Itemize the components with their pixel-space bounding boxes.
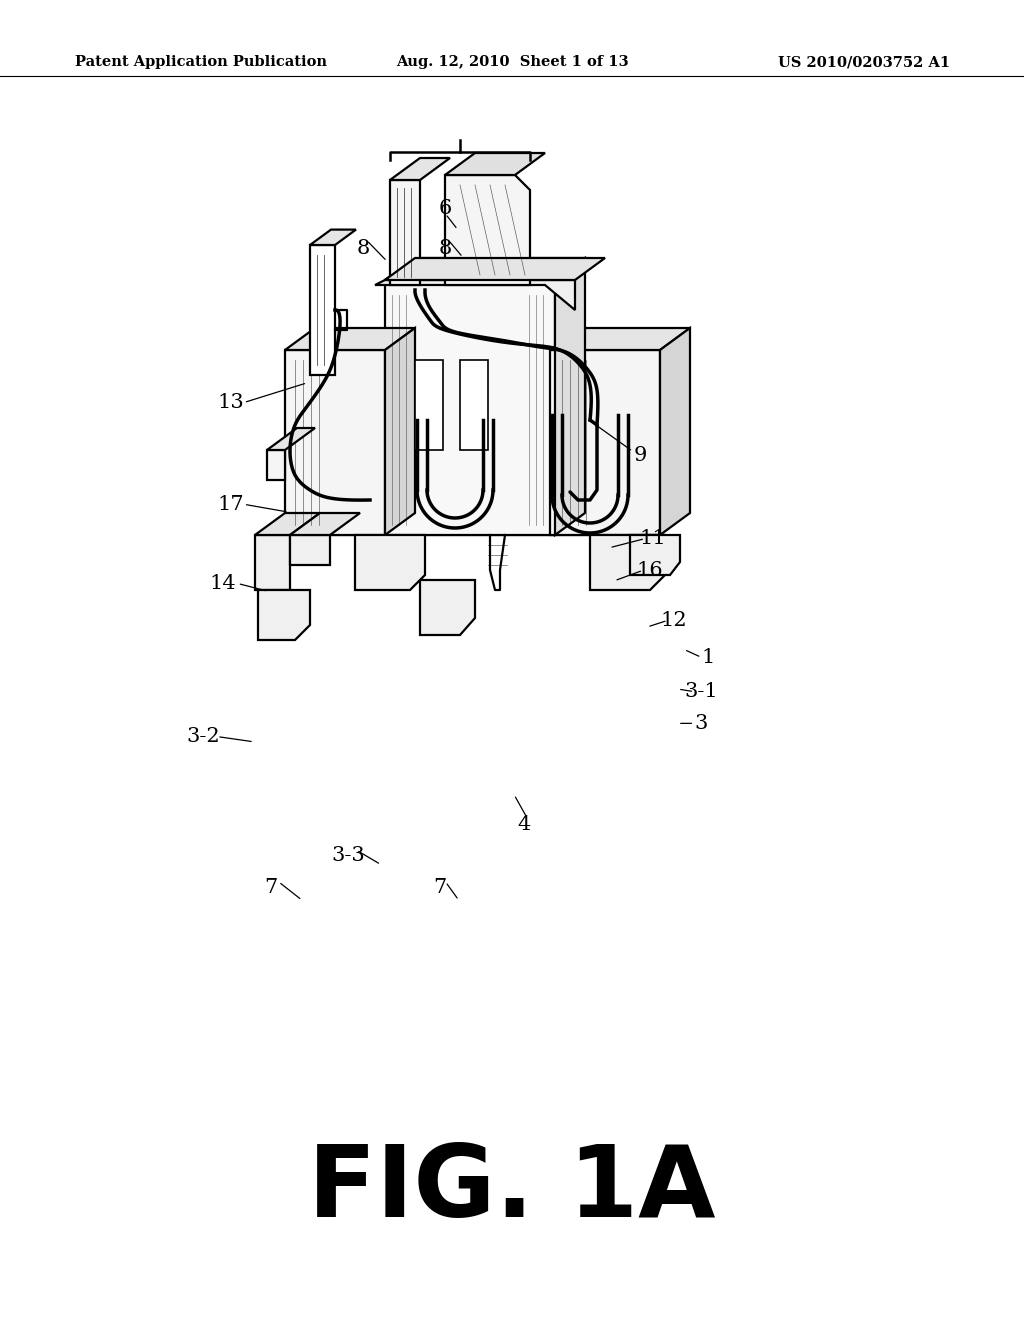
Text: 4: 4 <box>518 816 530 834</box>
Text: 16: 16 <box>637 561 664 579</box>
Polygon shape <box>290 513 360 535</box>
Text: 9: 9 <box>633 446 647 465</box>
Polygon shape <box>390 158 450 180</box>
Polygon shape <box>655 470 685 535</box>
Text: 12: 12 <box>660 611 687 630</box>
Polygon shape <box>385 280 555 535</box>
Polygon shape <box>310 246 335 375</box>
Polygon shape <box>355 535 425 590</box>
Text: 3-1: 3-1 <box>685 682 718 701</box>
Polygon shape <box>555 257 585 535</box>
Polygon shape <box>445 176 530 285</box>
Text: 13: 13 <box>217 393 244 412</box>
Text: 3: 3 <box>694 714 709 733</box>
Polygon shape <box>310 230 356 246</box>
Polygon shape <box>660 327 690 535</box>
Polygon shape <box>255 513 319 535</box>
Polygon shape <box>255 535 290 590</box>
Polygon shape <box>288 470 685 492</box>
Text: 14: 14 <box>210 574 237 593</box>
Text: 11: 11 <box>640 529 667 548</box>
Polygon shape <box>288 492 655 535</box>
Text: Aug. 12, 2010  Sheet 1 of 13: Aug. 12, 2010 Sheet 1 of 13 <box>395 55 629 69</box>
Polygon shape <box>390 180 420 285</box>
Polygon shape <box>420 579 475 635</box>
Polygon shape <box>267 450 285 480</box>
Polygon shape <box>385 327 415 535</box>
Text: 8: 8 <box>439 239 452 257</box>
Polygon shape <box>285 350 385 535</box>
Polygon shape <box>630 535 680 576</box>
Polygon shape <box>590 535 665 590</box>
Polygon shape <box>385 257 605 280</box>
Text: 6: 6 <box>439 199 452 218</box>
Polygon shape <box>550 350 660 535</box>
Text: US 2010/0203752 A1: US 2010/0203752 A1 <box>778 55 950 69</box>
Text: 7: 7 <box>434 878 446 896</box>
Text: 3-2: 3-2 <box>186 727 219 746</box>
Text: Patent Application Publication: Patent Application Publication <box>75 55 327 69</box>
Polygon shape <box>375 280 575 310</box>
Polygon shape <box>415 360 443 450</box>
Text: 8: 8 <box>357 239 370 257</box>
Polygon shape <box>258 590 310 640</box>
Text: 3-3: 3-3 <box>332 846 365 865</box>
Polygon shape <box>460 360 488 450</box>
Text: 1: 1 <box>701 648 716 667</box>
Polygon shape <box>385 257 585 280</box>
Text: FIG. 1A: FIG. 1A <box>308 1142 716 1238</box>
Polygon shape <box>550 327 690 350</box>
Text: 17: 17 <box>217 495 244 513</box>
Polygon shape <box>285 327 415 350</box>
Polygon shape <box>267 428 315 450</box>
Polygon shape <box>290 535 330 565</box>
Text: 7: 7 <box>265 878 278 896</box>
Polygon shape <box>445 153 545 176</box>
